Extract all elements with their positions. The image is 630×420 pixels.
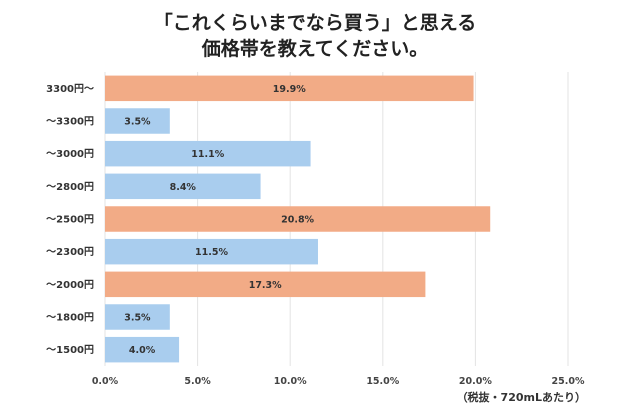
category-label: 〜2300円 [46,246,94,258]
category-label: 〜1800円 [46,312,94,324]
data-label: 20.8% [281,215,314,226]
chart-title-line-2: 価格帯を教えてください。 [201,38,429,60]
data-label: 11.1% [191,149,224,160]
bar [105,271,426,298]
bar [105,173,261,200]
bar [105,75,474,102]
data-label: 8.4% [170,182,197,193]
category-label: 〜2800円 [46,181,94,193]
data-label: 19.9% [273,84,306,95]
data-label: 4.0% [129,345,156,356]
data-label: 3.5% [124,117,151,128]
category-label: 〜3300円 [46,116,94,128]
bar [105,304,170,330]
bar [105,336,180,363]
category-label: 〜2000円 [46,279,94,291]
category-label: 〜3000円 [46,148,94,160]
bar [105,238,318,265]
category-label: 〜2500円 [46,214,94,226]
x-tick-label: 15.0% [366,376,399,387]
category-label: 3300円〜 [46,83,94,95]
x-tick-label: 20.0% [459,376,492,387]
chart-title-line-1: 「これくらいまでなら買う」と思える [153,12,477,34]
x-tick-label: 5.0% [184,376,211,387]
bar [105,140,311,167]
x-axis-tick-labels: 0.0% 5.0% 10.0% 15.0% 20.0% 25.0% [92,376,585,387]
category-labels: 3300円〜〜3300円〜3000円〜2800円〜2500円〜2300円〜200… [46,83,94,356]
x-tick-label: 25.0% [552,376,585,387]
bar [105,206,491,232]
category-label: 〜1500円 [46,344,94,356]
data-label: 11.5% [195,247,228,258]
x-tick-label: 10.0% [274,376,307,387]
data-label: 3.5% [124,313,151,324]
data-label: 17.3% [249,280,282,291]
bar [105,108,170,134]
bars: 19.9% 3.5% 11.1% 8.4% 20.8% 11.5% 17.3% 3.5% 4.0… [105,75,491,363]
x-tick-label: 0.0% [92,376,119,387]
chart-title: 「これくらいまでなら買う」と思える 価格帯を教えてください。 [0,10,630,62]
chart-note: （税抜・720mLあたり） [456,391,586,404]
